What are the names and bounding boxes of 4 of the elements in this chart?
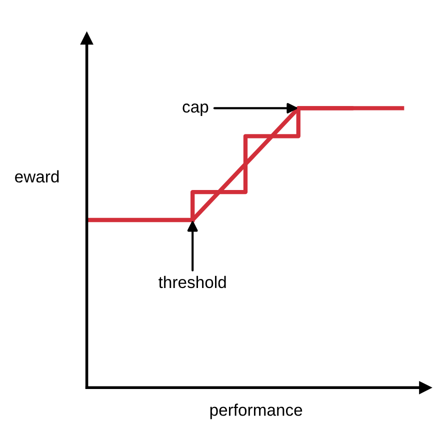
- annotation: threshold: [158, 276, 226, 288]
- x-axis-title: performance: [210, 404, 302, 420]
- annotation: cap: [182, 104, 208, 116]
- y-axis-title: eward: [15, 170, 59, 183]
